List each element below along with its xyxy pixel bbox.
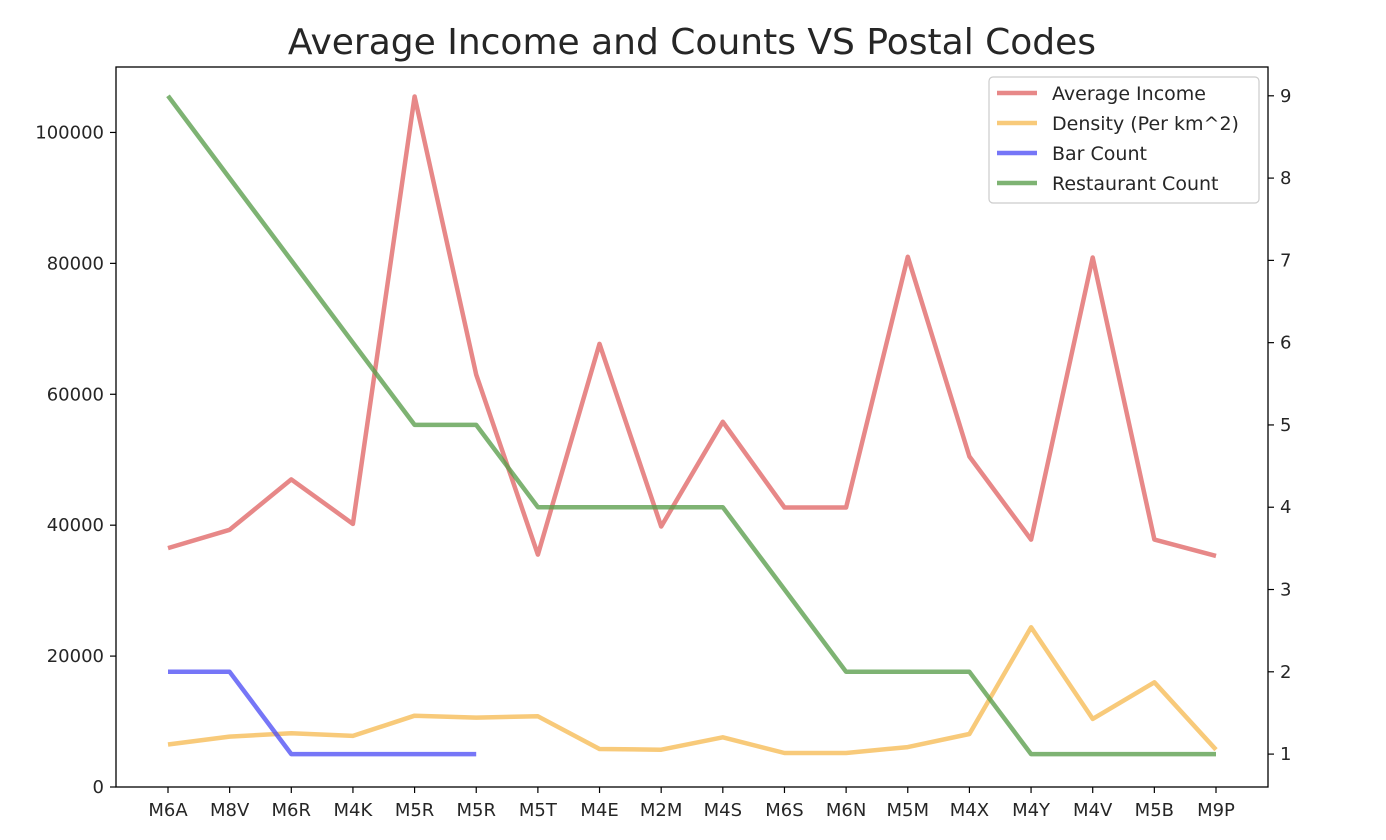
- left-y-axis: 0 20000 40000 60000 80000 100000: [35, 122, 116, 798]
- x-tick-label: M4S: [704, 800, 742, 821]
- x-tick-label: M6R: [272, 800, 312, 821]
- x-tick-label: M6N: [826, 800, 866, 821]
- chart-title: Average Income and Counts VS Postal Code…: [288, 22, 1096, 63]
- x-axis: M6A M8V M6R M4K M5R M5R M5T M4E M2M M4S M6S M6N M5M M…: [148, 787, 1235, 821]
- legend-label-average-income: Average Income: [1052, 83, 1206, 105]
- x-tick-label: M6A: [148, 800, 188, 821]
- legend-label-bar-count: Bar Count: [1052, 143, 1147, 165]
- right-tick-label: 1: [1280, 744, 1291, 765]
- right-tick-label: 4: [1280, 497, 1291, 518]
- right-y-axis: 1 2 3 4 5 6 7 8 9: [1268, 86, 1291, 765]
- right-tick-label: 2: [1280, 662, 1291, 683]
- x-tick-label: M4Y: [1012, 800, 1051, 821]
- left-tick-label: 100000: [35, 122, 104, 143]
- legend-box: [988, 76, 1260, 204]
- x-tick-label: M4E: [580, 800, 618, 821]
- right-tick-label: 9: [1280, 86, 1291, 107]
- right-tick-label: 6: [1280, 333, 1291, 354]
- x-tick-label: M4V: [1073, 800, 1113, 821]
- right-tick-label: 5: [1280, 415, 1291, 436]
- series-line-density-per-km-2: [167, 625, 1218, 756]
- series-line-bar-count: [168, 669, 477, 757]
- x-tick-label: M4K: [334, 800, 374, 821]
- x-tick-label: M6S: [765, 800, 803, 821]
- x-tick-label: M8V: [210, 800, 250, 821]
- x-tick-label: M5R: [456, 800, 496, 821]
- left-tick-label: 60000: [47, 384, 104, 405]
- legend-label-restaurant-count: Restaurant Count: [1052, 173, 1218, 195]
- series-layer: [166, 94, 1218, 757]
- x-tick-label: M2M: [640, 800, 683, 821]
- left-tick-label: 40000: [47, 515, 104, 536]
- right-tick-label: 8: [1280, 168, 1291, 189]
- left-tick-label: 0: [93, 777, 104, 798]
- x-tick-label: M9P: [1197, 800, 1235, 821]
- series-line-restaurant-count: [166, 94, 1216, 757]
- x-tick-label: M5T: [519, 800, 558, 821]
- x-tick-label: M5M: [887, 800, 930, 821]
- right-tick-label: 7: [1280, 250, 1291, 271]
- x-tick-label: M5B: [1135, 800, 1174, 821]
- x-tick-label: M4X: [950, 800, 989, 821]
- legend: Average Income Density (Per km^2) Bar Coun…: [988, 76, 1260, 204]
- left-tick-label: 20000: [47, 646, 104, 667]
- series-line-average-income: [167, 94, 1217, 559]
- plot-frame: [115, 66, 1269, 788]
- legend-label-density-per-km-2: Density (Per km^2): [1052, 113, 1239, 135]
- right-tick-label: 3: [1280, 580, 1291, 601]
- left-tick-label: 80000: [47, 253, 104, 274]
- x-tick-label: M5R: [395, 800, 435, 821]
